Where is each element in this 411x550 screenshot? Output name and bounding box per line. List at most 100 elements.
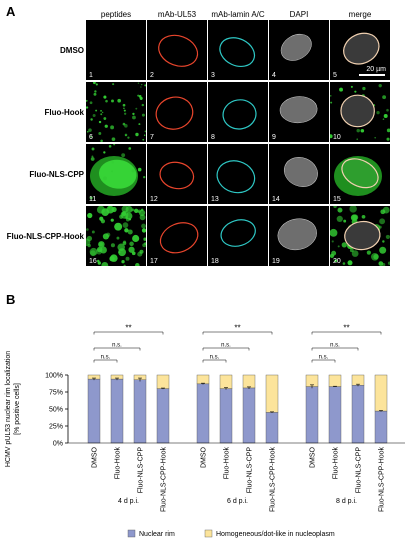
micrograph-number: 7 [150,134,154,141]
micrograph-number: 9 [272,134,276,141]
micrograph-8: 8 [208,82,268,142]
bar-homogeneous [351,374,365,386]
y-tick-label: 75% [49,390,63,397]
micrograph-4: 4 [269,20,329,80]
micrograph-1: 1 [86,20,146,80]
significance-label: ** [234,324,240,333]
row-label-1: Fluo-Hook [44,108,84,117]
row-label-0: DMSO [60,46,84,55]
significance-label: n.s. [101,355,111,361]
significance-label: ** [125,324,131,333]
micrograph-number: 20 [333,258,341,265]
micrograph-number: 2 [150,72,154,79]
bar-nuclear-rim [242,387,256,444]
micrograph-number: 15 [333,196,341,203]
category-label: Fluo-NLS-CPP-Hook [379,447,386,512]
category-label: Fluo-NLS-CPP [356,447,363,494]
y-tick-label: 50% [49,407,63,414]
bar-nuclear-rim [351,384,365,444]
category-label: Fluo-NLS-CPP-Hook [161,447,168,512]
y-tick-label: 100% [45,373,63,380]
row-label-3: Fluo-NLS-CPP-Hook [6,232,84,241]
micrograph-10: 10 [330,82,390,142]
category-label: Fluo-Hook [333,447,340,480]
micrograph-7: 7 [147,82,207,142]
column-header-1: mAb-UL53 [157,10,197,19]
category-label: Fluo-NLS-CPP [138,447,145,494]
micrograph-5: 5 20 µm [330,20,390,80]
significance-label: n.s. [221,343,231,349]
y-axis-label: [% positive cells] [14,383,21,435]
bar-nuclear-rim [374,410,388,444]
legend-label-nuclear-rim: Nuclear rim [139,531,175,538]
group-label: 6 d p.i. [227,498,248,505]
micrograph-number: 3 [211,72,215,79]
legend-swatch-nuclear-rim [127,529,136,538]
micrograph-number: 17 [150,258,158,265]
category-label: Fluo-Hook [115,447,122,480]
micrograph-2: 2 [147,20,207,80]
micrograph-18: 18 [208,206,268,266]
bar-homogeneous [156,374,170,389]
bar-nuclear-rim [265,412,279,444]
micrograph-14: 14 [269,144,329,204]
stacked-bar-chart: 0% 25% 50% 75% 100% HCMV pUL53 nuclear rim lo… [5,324,405,538]
bar-nuclear-rim [156,388,170,444]
column-header-3: DAPI [289,10,309,19]
bar-homogeneous [242,374,256,389]
micrograph-number: 18 [211,258,219,265]
legend-swatch-homogeneous [204,529,213,538]
bar-nuclear-rim [196,383,210,444]
group-label: 4 d p.i. [118,498,139,505]
micrograph-9: 9 [269,82,329,142]
significance-label: n.s. [319,355,329,361]
bar-homogeneous [219,374,233,389]
category-label: DMSO [310,446,317,468]
bar-homogeneous [265,374,279,413]
micrograph-19: 19 [269,206,329,266]
scale-bar-label: 20 µm [366,66,386,73]
y-tick-label: 0% [53,441,63,448]
category-label: Fluo-Hook [224,447,231,480]
category-label: Fluo-NLS-CPP [247,447,254,494]
micrograph-number: 6 [89,134,93,141]
bar-nuclear-rim [305,386,319,444]
micrograph-number: 11 [89,196,97,203]
group-label: 8 d p.i. [336,498,357,505]
category-label: DMSO [201,446,208,468]
bar-homogeneous [374,374,388,412]
micrograph-number: 5 [333,72,337,79]
panel-b-label: B [6,292,16,307]
y-axis-label: HCMV pUL53 nuclear rim localization [5,351,12,467]
micrograph-17: 17 [147,206,207,266]
micrograph-20: 20 [330,206,390,266]
micrograph-15: 15 [330,144,390,204]
scale-bar [359,74,385,76]
micrograph-number: 19 [272,258,280,265]
micrograph-13: 13 [208,144,268,204]
row-label-2: Fluo-NLS-CPP [29,170,84,179]
bar-nuclear-rim [328,386,342,444]
micrograph-3: 3 [208,20,268,80]
bar-homogeneous [328,374,342,387]
bar-nuclear-rim [87,378,101,444]
significance-label: ** [343,324,349,333]
micrograph-number: 14 [272,196,280,203]
bar-nuclear-rim [133,379,147,444]
column-header-2: mAb-lamin A/C [211,10,265,19]
legend-label-homogeneous: Homogeneous/dot-like in nucleoplasm [216,531,335,538]
category-label: DMSO [92,446,99,468]
significance-label: n.s. [330,343,340,349]
micrograph-number: 10 [333,134,341,141]
micrograph-number: 4 [272,72,276,79]
bar-homogeneous [196,374,210,385]
micrograph-11: 11 [86,144,146,204]
bar-nuclear-rim [219,388,233,444]
bar-nuclear-rim [110,378,124,444]
micrograph-number: 16 [89,258,97,265]
significance-label: n.s. [112,343,122,349]
panel-a-label: A [6,4,16,19]
micrograph-12: 12 [147,144,207,204]
micrograph-number: 12 [150,196,158,203]
y-tick-label: 25% [49,424,63,431]
